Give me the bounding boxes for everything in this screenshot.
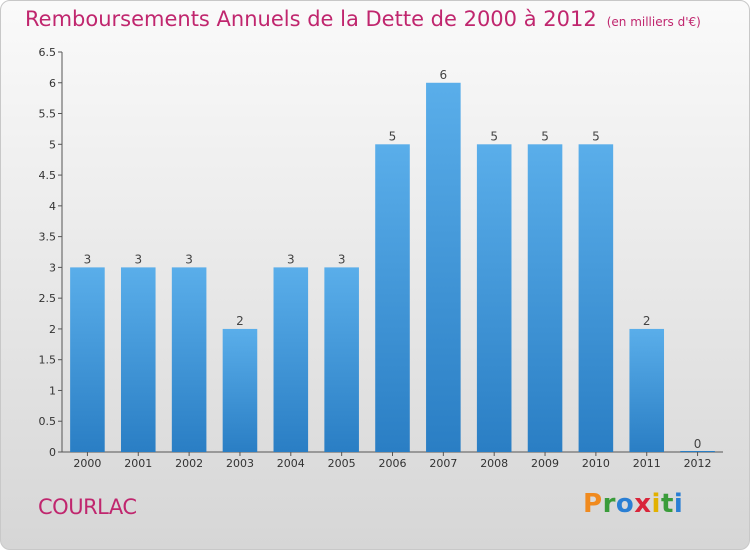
axes: 0 0.5 1 1.5 2 2.5 3 3.5 4 4.5 5 5.5 6 6.5: [39, 46, 723, 459]
y-tick-label: 5: [49, 138, 56, 151]
value-label: 5: [389, 129, 397, 143]
x-tick-label: 2008: [480, 457, 508, 470]
y-tick-label: 3.5: [39, 231, 57, 244]
x-tick-label: 2007: [429, 457, 457, 470]
bar: [578, 144, 614, 453]
x-tick-label: 2000: [73, 457, 101, 470]
y-tick-label: 4.5: [39, 169, 57, 182]
y-tick-label: 6: [49, 77, 56, 90]
bar: [273, 267, 309, 452]
value-label: 5: [541, 129, 549, 143]
bar: [222, 328, 258, 452]
value-label: 2: [643, 314, 651, 328]
x-tick-label: 2010: [582, 457, 610, 470]
y-tick-label: 0: [49, 446, 56, 459]
y-tick-label: 2: [49, 323, 56, 336]
y-tick-label: 5.5: [39, 108, 57, 121]
x-tick-label: 2001: [124, 457, 152, 470]
bar: [629, 328, 665, 452]
logo-letter: t: [660, 489, 674, 519]
logo-letter: i: [651, 489, 661, 519]
value-label: 3: [134, 252, 142, 266]
bar: [527, 144, 563, 453]
unit-note: (en milliers d'€): [606, 15, 701, 29]
logo-letter: i: [673, 489, 684, 519]
bar: [120, 267, 156, 452]
x-tick-label: 2002: [175, 457, 203, 470]
value-label: 2: [236, 314, 244, 328]
bar: [426, 82, 461, 453]
logo-letter: x: [634, 489, 652, 519]
value-label: 3: [84, 252, 92, 266]
x-tick-label: 2011: [633, 457, 661, 470]
bar: [375, 144, 410, 453]
value-label: 5: [592, 129, 600, 143]
y-tick-label: 1.5: [39, 354, 57, 367]
logo-letter: r: [602, 489, 616, 519]
x-tick-label: 2012: [684, 457, 712, 470]
value-label: 3: [338, 252, 346, 266]
city-name: COURLAC: [38, 495, 137, 519]
value-label: 5: [490, 129, 498, 143]
logo-letter: P: [583, 489, 603, 519]
value-label: 3: [287, 252, 295, 266]
value-label: 3: [185, 252, 193, 266]
x-tick-label: 2009: [531, 457, 559, 470]
bars: [70, 82, 715, 453]
x-tick-label: 2006: [379, 457, 407, 470]
chart-title-text: Remboursements Annuels de la Dette de 20…: [25, 7, 597, 31]
y-tick-label: 3: [49, 261, 56, 274]
x-tick-label: 2003: [226, 457, 254, 470]
x-tick-label: 2004: [277, 457, 305, 470]
bar: [476, 144, 512, 453]
y-tick-label: 0.5: [39, 415, 57, 428]
value-label: 0: [694, 437, 702, 451]
bar: [171, 267, 207, 452]
logo-letter: o: [615, 489, 635, 519]
proxiti-logo: Proxiti: [583, 489, 683, 519]
y-tick-label: 1: [49, 384, 56, 397]
y-tick-label: 2.5: [39, 292, 57, 305]
y-tick-label: 4: [49, 200, 56, 213]
chart-title: Remboursements Annuels de la Dette de 20…: [25, 7, 701, 31]
bar: [70, 267, 105, 452]
y-tick-label: 6.5: [39, 46, 57, 59]
value-label: 6: [440, 68, 448, 82]
bar: [324, 267, 359, 452]
x-tick-label: 2005: [328, 457, 356, 470]
labels: 3 2000 3 2001 3 2002 2 2003 3 2004 3 2005 5 2006 6 2007…: [73, 68, 711, 470]
